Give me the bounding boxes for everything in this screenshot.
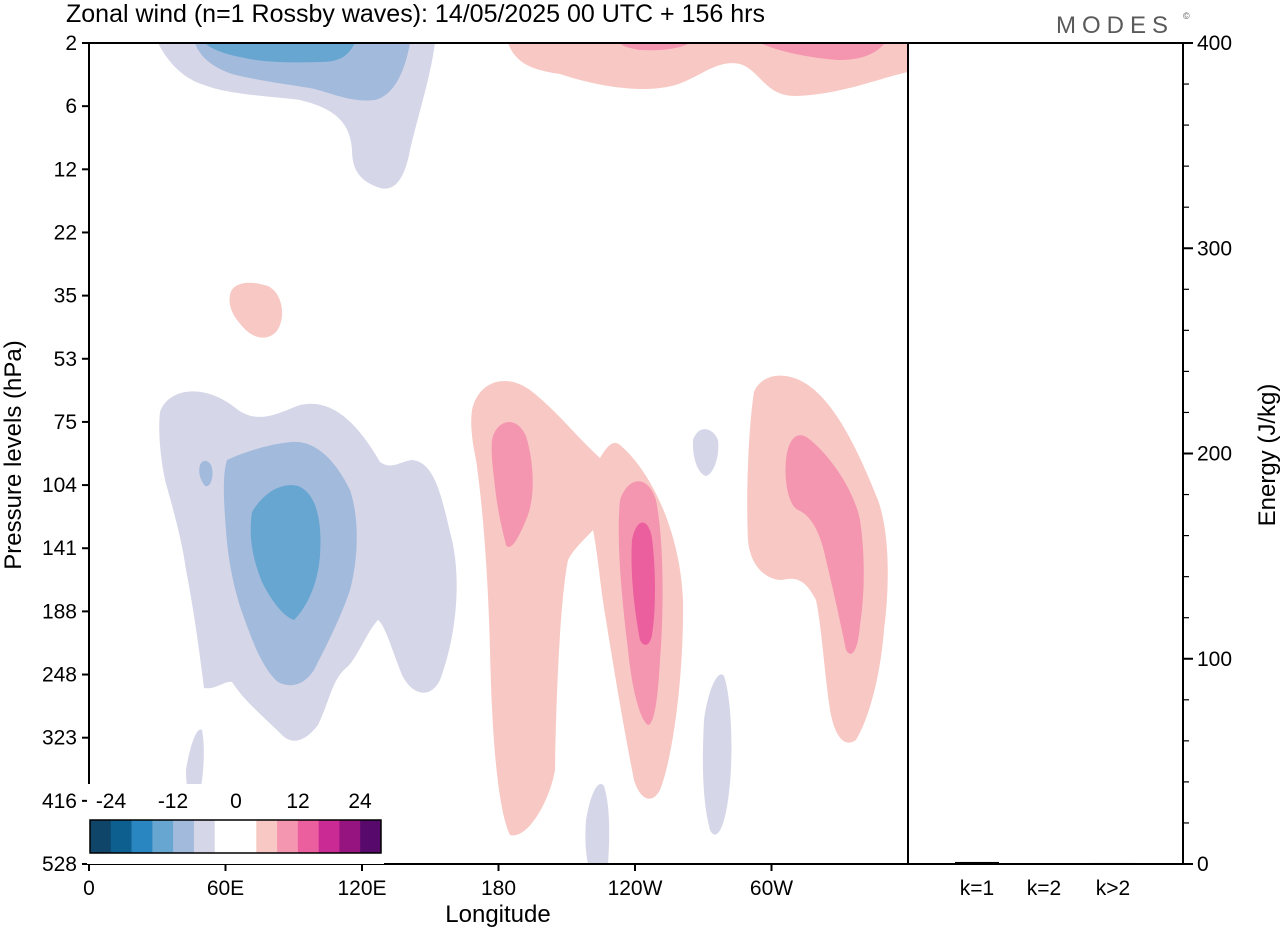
colorbar-label: -12 xyxy=(158,790,188,813)
energy-category-label: k>2 xyxy=(1096,877,1130,900)
x-tick-label: 120E xyxy=(337,877,386,900)
colorbar-border xyxy=(89,819,382,854)
y-tick-label: 323 xyxy=(42,727,77,750)
longitude-axis: 0 60E 120E 180 120W 60W xyxy=(83,864,793,900)
contour-neg-blob-d xyxy=(702,674,732,835)
energy-tick-label: 0 xyxy=(1197,853,1209,876)
energy-bar xyxy=(955,861,999,864)
colorbar-label: -24 xyxy=(96,790,127,813)
y-tick-label: 12 xyxy=(54,158,77,181)
contour-pos-mid-l3 xyxy=(631,522,655,645)
energy-tick-label: 100 xyxy=(1197,648,1232,671)
modes-logo-mark: © xyxy=(1183,11,1190,21)
y-tick-label: 75 xyxy=(54,411,77,434)
colorbar-label: 12 xyxy=(286,790,309,813)
y-tick-label: 416 xyxy=(42,790,77,813)
colorbar-cell xyxy=(173,820,195,853)
colorbar-cell xyxy=(90,820,112,853)
chart-title: Zonal wind (n=1 Rossby waves): 14/05/202… xyxy=(66,0,765,28)
energy-bar xyxy=(1022,863,1066,864)
colorbar-label: 24 xyxy=(348,790,372,813)
energy-tick-label: 400 xyxy=(1197,32,1232,55)
x-tick-label: 60E xyxy=(207,877,244,900)
colorbar-cell xyxy=(297,820,319,853)
y-tick-label: 248 xyxy=(42,664,77,687)
energy-axis-label: Energy (J/kg) xyxy=(1254,384,1280,527)
y-tick-label: 528 xyxy=(42,853,77,876)
y-tick-label: 2 xyxy=(65,32,77,55)
x-tick-label: 180 xyxy=(481,877,516,900)
colorbar-cell xyxy=(193,820,216,853)
y-tick-label: 104 xyxy=(42,474,77,497)
colorbar-cell xyxy=(235,820,257,853)
contour-pos-top-l2 xyxy=(620,43,690,51)
colorbar-cell xyxy=(256,820,278,853)
colorbar: -24 -12 0 12 24 xyxy=(87,784,384,864)
colorbar-cell xyxy=(110,820,132,853)
y-tick-label: 53 xyxy=(54,348,77,371)
x-tick-label: 60W xyxy=(750,877,793,900)
energy-tick-label: 200 xyxy=(1197,443,1232,466)
pressure-axis: 2 6 12 22 35 53 75 104 141 188 248 323 416 528 xyxy=(42,32,89,876)
contour-field xyxy=(158,43,908,864)
energy-bars: k=1 k=2 k>2 xyxy=(955,861,1135,900)
contour-pos-east-l2 xyxy=(785,435,864,654)
colorbar-cell xyxy=(318,820,340,853)
contour-pos-mid-l2a xyxy=(491,422,533,548)
energy-category-label: k=1 xyxy=(960,877,994,900)
colorbar-cell xyxy=(360,820,382,853)
y-tick-label: 141 xyxy=(42,537,77,560)
colorbar-cell xyxy=(214,820,236,853)
contour-neg-blob-b xyxy=(692,429,719,476)
contour-neg-mid-l3 xyxy=(250,485,321,620)
y-tick-label: 188 xyxy=(42,600,77,623)
contour-pos-blob xyxy=(229,282,283,338)
contour-pos-top-l2b xyxy=(760,43,885,60)
y-tick-label: 6 xyxy=(65,95,77,118)
energy-category-label: k=2 xyxy=(1027,877,1061,900)
contour-pos-east-l1 xyxy=(747,375,888,743)
colorbar-cell xyxy=(277,820,299,853)
energy-tick-label: 300 xyxy=(1197,237,1232,260)
energy-axis: 0 100 200 300 400 xyxy=(1183,32,1232,876)
x-tick-label: 120W xyxy=(608,877,663,900)
energy-bar xyxy=(1091,862,1135,864)
x-tick-label: 0 xyxy=(83,877,95,900)
x-axis-label: Longitude xyxy=(445,901,550,928)
colorbar-cell xyxy=(131,820,153,853)
y-tick-label: 22 xyxy=(54,221,77,244)
colorbar-label: 0 xyxy=(230,790,242,813)
contour-neg-small-a xyxy=(199,460,213,487)
contour-neg-blob-e xyxy=(585,784,610,864)
contour-neg-top-l3 xyxy=(205,43,355,63)
modes-logo: MODES xyxy=(1056,12,1174,39)
colorbar-cell xyxy=(339,820,361,853)
colorbar-cell xyxy=(152,820,174,853)
y-axis-label: Pressure levels (hPa) xyxy=(0,340,27,569)
y-tick-label: 35 xyxy=(54,285,77,308)
